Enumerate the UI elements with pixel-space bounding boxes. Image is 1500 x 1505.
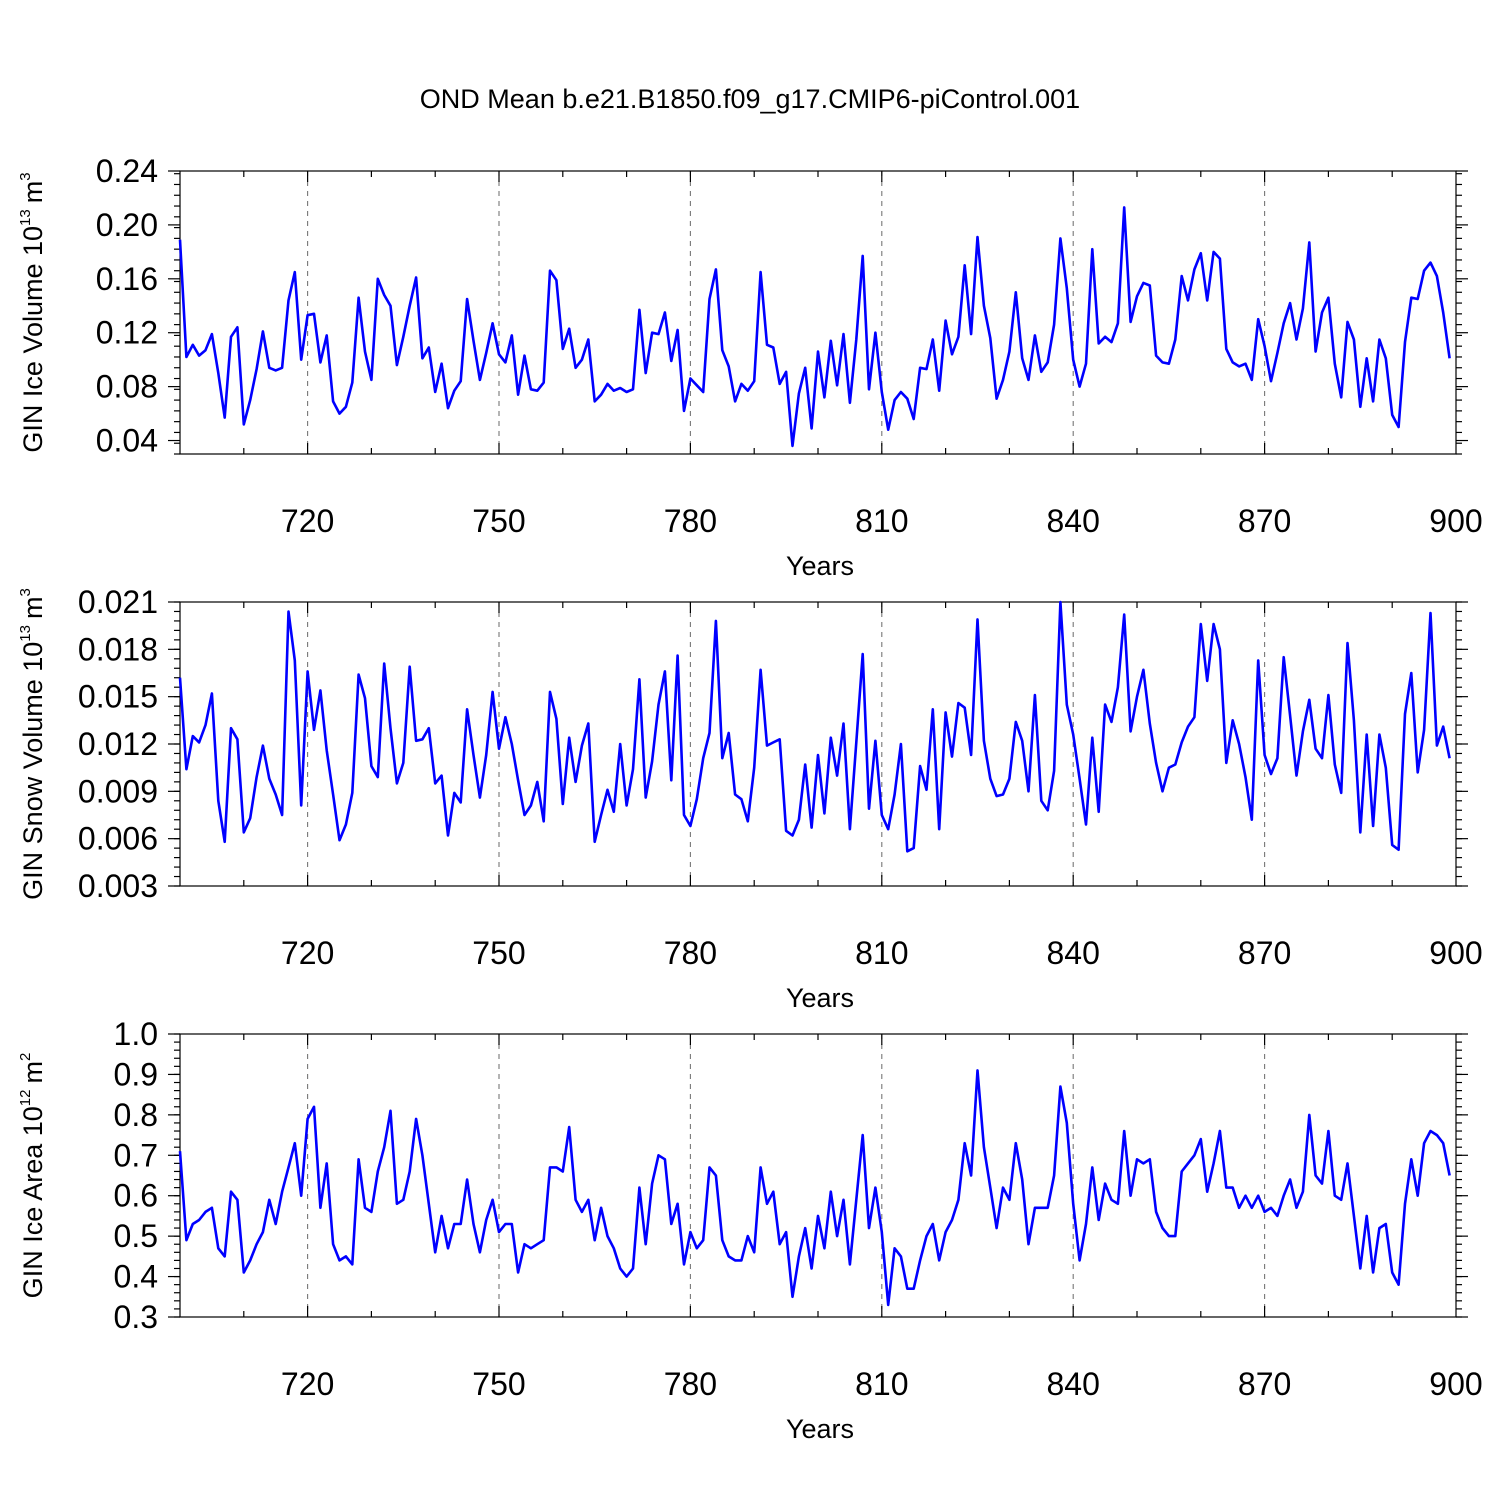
panel-ice-area-ylabel-unit: m [18, 1061, 48, 1084]
panel-ice-area-ytick-label: 0.8 [114, 1097, 158, 1133]
panel-snow-volume-ylabel: GIN Snow Volume 1013 m3 [17, 588, 48, 900]
panel-ice-volume-ytick-label: 0.20 [96, 207, 158, 243]
panel-snow-volume-xtick-label: 900 [1429, 935, 1482, 971]
panel-ice-volume-ytick-label: 0.16 [96, 261, 158, 297]
panel-snow-volume-ytick-label: 0.018 [78, 631, 158, 667]
panel-snow-volume-ytick-label: 0.012 [78, 726, 158, 762]
panel-snow-volume-xtick-label: 750 [472, 935, 525, 971]
panel-ice-volume-ytick-label: 0.08 [96, 369, 158, 405]
panel-ice-area-ylabel-exp: 12 [17, 1090, 34, 1107]
panel-snow-volume-xtick-label: 810 [855, 935, 908, 971]
panel-ice-volume-xtick-label: 810 [855, 503, 908, 539]
panel-ice-area-ylabel-text: GIN Ice Area 10 [18, 1106, 48, 1298]
panel-snow-volume-ylabel-exp: 13 [17, 625, 34, 642]
panel-snow-volume-ytick-label: 0.003 [78, 868, 158, 904]
panel-ice-volume-xtick-label: 750 [472, 503, 525, 539]
panel-snow-volume-ylabel-unit: m [18, 597, 48, 620]
panel-snow-volume-xtick-label: 840 [1047, 935, 1100, 971]
panel-ice-area-ytick-label: 0.6 [114, 1178, 158, 1214]
panel-ice-volume-xtick-label: 840 [1047, 503, 1100, 539]
panel-ice-area-ytick-label: 1.0 [114, 1016, 158, 1052]
panel-ice-area-ytick-label: 0.5 [114, 1218, 158, 1254]
panel-ice-area-xtick-label: 720 [281, 1366, 334, 1402]
panel-ice-area: 720 750 780 810 840 870 900 0.3 0.4 0.5 0.6 0.7 0.8 0… [17, 1016, 1483, 1444]
panel-snow-volume: 720 750 780 810 840 870 900 0.003 0.006 0.009 0.01… [17, 584, 1483, 1013]
panel-ice-area-series-line [178, 1069, 1451, 1307]
panel-ice-volume-series-line [178, 206, 1451, 448]
panel-snow-volume-ytick-label: 0.006 [78, 821, 158, 857]
panel-snow-volume-ylabel-unit-exp: 3 [17, 588, 34, 596]
panel-ice-volume-ytick-label: 0.04 [96, 423, 158, 459]
panel-ice-volume-xtick-label: 870 [1238, 503, 1291, 539]
panel-ice-area-xlabel: Years [786, 1414, 854, 1444]
panel-snow-volume-ylabel-text: GIN Snow Volume 10 [18, 642, 48, 900]
panel-snow-volume-ytick-label: 0.021 [78, 584, 158, 620]
panel-ice-volume-ylabel-text: GIN Ice Volume 10 [18, 226, 48, 453]
panel-ice-volume-ytick-label: 0.24 [96, 153, 158, 189]
panel-ice-area-ytick-label: 0.4 [114, 1259, 158, 1295]
panel-ice-area-xtick-label: 870 [1238, 1366, 1291, 1402]
panel-ice-volume-ylabel-unit: m [18, 181, 48, 204]
panel-ice-area-ytick-label: 0.9 [114, 1056, 158, 1092]
panel-ice-volume-xtick-label: 720 [281, 503, 334, 539]
panel-snow-volume-xtick-label: 720 [281, 935, 334, 971]
panel-ice-volume: 720 750 780 810 840 870 900 0.04 0.08 0.12 0.16 0.2… [17, 153, 1483, 581]
panel-ice-volume-ylabel: GIN Ice Volume 1013 m3 [17, 172, 48, 452]
panel-ice-volume-xlabel: Years [786, 551, 854, 581]
panel-ice-area-xtick-label: 750 [472, 1366, 525, 1402]
panel-snow-volume-xlabel: Years [786, 983, 854, 1013]
chart-title: OND Mean b.e21.B1850.f09_g17.CMIP6-piCon… [420, 84, 1080, 114]
panel-ice-area-xtick-label: 810 [855, 1366, 908, 1402]
panel-ice-area-ytick-label: 0.3 [114, 1299, 158, 1335]
panel-snow-volume-ytick-label: 0.015 [78, 679, 158, 715]
panel-ice-volume-xtick-label: 780 [664, 503, 717, 539]
panel-ice-area-ytick-label: 0.7 [114, 1137, 158, 1173]
panel-ice-volume-ylabel-unit-exp: 3 [17, 172, 34, 180]
panel-snow-volume-ytick-label: 0.009 [78, 773, 158, 809]
panel-ice-area-xtick-label: 780 [664, 1366, 717, 1402]
panel-snow-volume-series-line [178, 600, 1451, 853]
panel-ice-area-ylabel: GIN Ice Area 1012 m2 [17, 1053, 48, 1299]
panel-ice-volume-ylabel-exp: 13 [17, 209, 34, 226]
panel-ice-volume-xtick-label: 900 [1429, 503, 1482, 539]
panel-ice-area-xtick-label: 900 [1429, 1366, 1482, 1402]
panel-snow-volume-xtick-label: 870 [1238, 935, 1291, 971]
panel-ice-area-ylabel-unit-exp: 2 [17, 1053, 34, 1061]
panel-ice-volume-ytick-label: 0.12 [96, 315, 158, 351]
panel-ice-area-xtick-label: 840 [1047, 1366, 1100, 1402]
panel-snow-volume-xtick-label: 780 [664, 935, 717, 971]
